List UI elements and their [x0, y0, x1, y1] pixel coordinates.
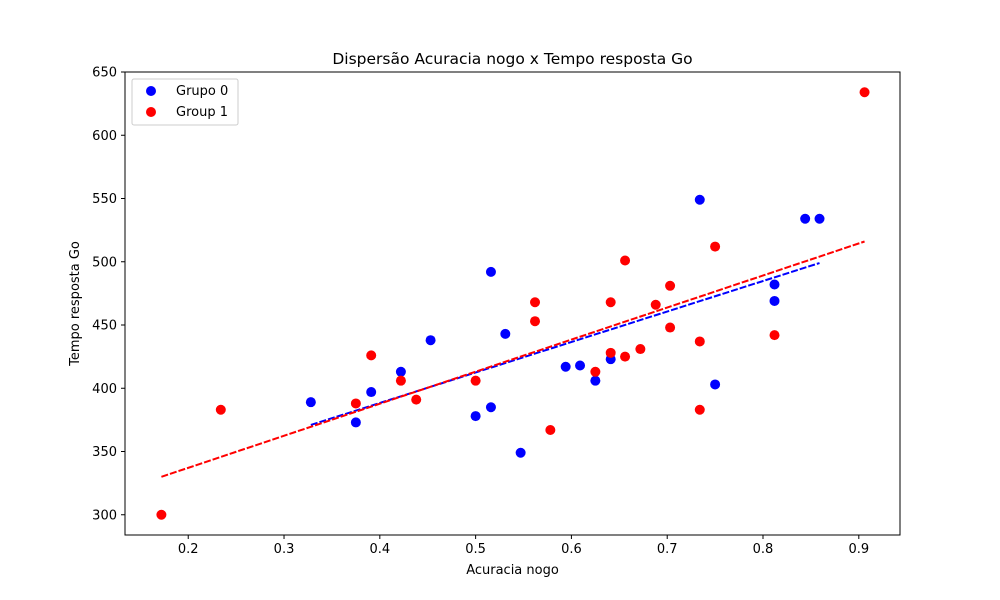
data-point-s1-14 — [620, 255, 631, 266]
data-point-s1-1 — [215, 404, 226, 415]
legend: Grupo 0 Group 1 — [131, 78, 239, 126]
y-tick-label: 550 — [92, 192, 117, 207]
legend-marker-grupo-0 — [146, 86, 156, 96]
data-point-s1-10 — [590, 366, 601, 377]
chart-title: Dispersão Acuracia nogo x Tempo resposta… — [332, 50, 692, 68]
data-point-s1-21 — [710, 241, 721, 252]
data-point-s1-7 — [530, 297, 541, 308]
x-tick-label: 0.3 — [274, 542, 295, 557]
data-point-s1-11 — [605, 297, 616, 308]
x-tick-label: 0.8 — [753, 542, 774, 557]
data-point-s0-4 — [425, 335, 436, 346]
data-point-s1-17 — [665, 280, 676, 291]
x-axis-label: Acuracia nogo — [466, 563, 559, 578]
data-point-s1-22 — [769, 330, 780, 341]
x-tick-label: 0.5 — [465, 542, 486, 557]
data-point-s1-9 — [545, 425, 556, 435]
data-point-s1-20 — [694, 404, 705, 415]
data-point-s1-19 — [694, 336, 705, 347]
data-point-s0-8 — [500, 328, 511, 339]
series-0 — [305, 194, 825, 458]
legend-label-grupo-0: Grupo 0 — [176, 84, 228, 99]
x-tick-label: 0.6 — [561, 542, 582, 557]
x-tick-label: 0.9 — [848, 542, 869, 557]
data-point-s0-16 — [769, 279, 780, 290]
x-tick-label: 0.4 — [369, 542, 390, 557]
y-axis-label: Tempo resposta Go — [68, 241, 83, 367]
data-point-s0-10 — [560, 361, 571, 372]
y-axis: 300 350 400 450 500 550 600 650 — [92, 66, 125, 523]
data-point-s0-2 — [366, 387, 377, 398]
legend-marker-group-1 — [146, 107, 156, 117]
data-point-s1-23 — [859, 87, 870, 98]
data-point-s1-4 — [395, 375, 406, 386]
data-point-s0-18 — [800, 213, 811, 224]
data-point-s1-18 — [665, 322, 676, 333]
data-point-s1-12 — [605, 347, 616, 358]
trendline-s1 — [161, 240, 865, 478]
plot-frame — [124, 71, 901, 536]
data-point-s0-0 — [305, 397, 316, 408]
x-tick-label: 0.2 — [178, 542, 199, 557]
legend-box — [131, 78, 239, 126]
series-1 — [156, 87, 870, 520]
data-point-s0-19 — [814, 213, 825, 224]
y-tick-label: 650 — [92, 66, 117, 81]
data-point-s0-14 — [694, 194, 705, 205]
legend-label-group-1: Group 1 — [176, 105, 228, 120]
data-point-s1-13 — [620, 351, 631, 362]
trendline-s0 — [310, 262, 820, 426]
data-point-s0-17 — [769, 295, 780, 306]
y-tick-label: 400 — [92, 382, 117, 397]
data-point-s1-2 — [350, 398, 361, 409]
data-point-s1-8 — [530, 316, 541, 327]
data-point-s0-12 — [590, 375, 601, 386]
y-tick-label: 300 — [92, 508, 117, 523]
data-point-s0-5 — [470, 411, 481, 422]
data-point-s1-0 — [156, 509, 167, 520]
data-point-s0-3 — [395, 366, 406, 377]
data-point-s1-6 — [470, 375, 481, 386]
data-point-s1-3 — [366, 350, 377, 361]
x-tick-label: 0.7 — [657, 542, 678, 557]
y-tick-label: 350 — [92, 445, 117, 460]
plot-area — [156, 87, 870, 520]
y-tick-label: 450 — [92, 319, 117, 334]
data-point-s0-6 — [485, 402, 496, 413]
data-point-s0-1 — [350, 417, 361, 428]
y-tick-label: 600 — [92, 129, 117, 144]
data-point-s1-5 — [411, 394, 422, 405]
data-point-s0-7 — [485, 266, 496, 277]
data-point-s1-15 — [635, 344, 646, 355]
x-axis: 0.2 0.3 0.4 0.5 0.6 0.7 0.8 0.9 — [178, 535, 869, 557]
y-tick-label: 500 — [92, 255, 117, 270]
data-point-s0-15 — [710, 379, 721, 390]
data-point-s0-9 — [515, 447, 526, 458]
data-point-s0-11 — [575, 360, 586, 371]
data-point-s1-16 — [650, 299, 661, 310]
